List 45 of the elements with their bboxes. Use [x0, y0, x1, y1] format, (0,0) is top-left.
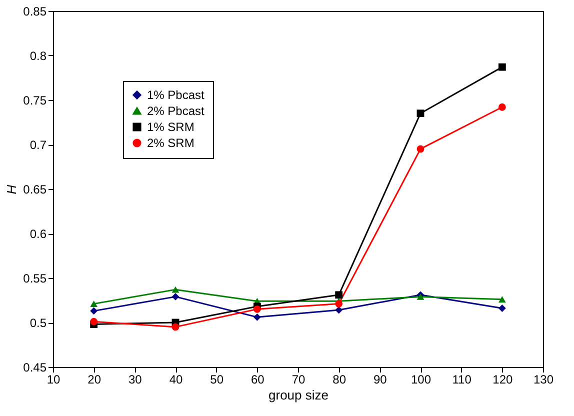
x-tick-label: 100	[410, 372, 432, 386]
y-tick-label: 0.7	[30, 138, 47, 152]
x-tick-label: 60	[250, 372, 265, 386]
x-tick-label: 130	[533, 372, 554, 386]
point	[416, 110, 424, 118]
legend-label: 2% SRM	[147, 136, 194, 150]
point	[172, 292, 180, 300]
y-tick-label: 0.65	[23, 182, 47, 196]
legend-label: 1% SRM	[147, 120, 194, 134]
point	[90, 318, 98, 326]
x-tick-label: 20	[88, 372, 102, 386]
point	[335, 300, 343, 308]
point	[498, 103, 506, 111]
y-axis-title: H	[4, 184, 20, 194]
point	[498, 63, 506, 71]
point	[335, 306, 343, 314]
point	[90, 300, 98, 308]
x-tick-label: 40	[169, 372, 183, 386]
x-tick-label: 50	[210, 372, 224, 386]
y-tick-label: 0.5	[30, 316, 47, 330]
point	[498, 304, 506, 312]
x-tick-label: 110	[452, 372, 472, 386]
x-axis-title: group size	[268, 388, 328, 402]
y-tick-label: 0.6	[30, 227, 47, 241]
x-tick-label: 70	[292, 372, 306, 386]
point	[253, 305, 261, 313]
point	[416, 145, 424, 153]
x-tick-label: 10	[46, 372, 60, 386]
y-tick-label: 0.85	[23, 4, 47, 18]
legend-label: 2% Pbcast	[147, 104, 206, 118]
y-tick-label: 0.75	[23, 94, 47, 108]
legend-label: 1% Pbcast	[147, 88, 206, 102]
x-tick-label: 90	[373, 372, 388, 386]
x-tick-label: 80	[332, 372, 346, 386]
x-tick-label: 120	[492, 372, 513, 386]
point	[90, 307, 98, 315]
y-tick-label: 0.8	[30, 49, 47, 63]
x-tick-label: 30	[128, 372, 142, 386]
y-tick-label: 0.55	[23, 272, 47, 286]
point	[253, 313, 261, 321]
point	[335, 291, 343, 299]
y-tick-label: 0.45	[23, 360, 47, 374]
point	[172, 323, 180, 331]
point	[498, 296, 506, 303]
point	[172, 286, 180, 293]
